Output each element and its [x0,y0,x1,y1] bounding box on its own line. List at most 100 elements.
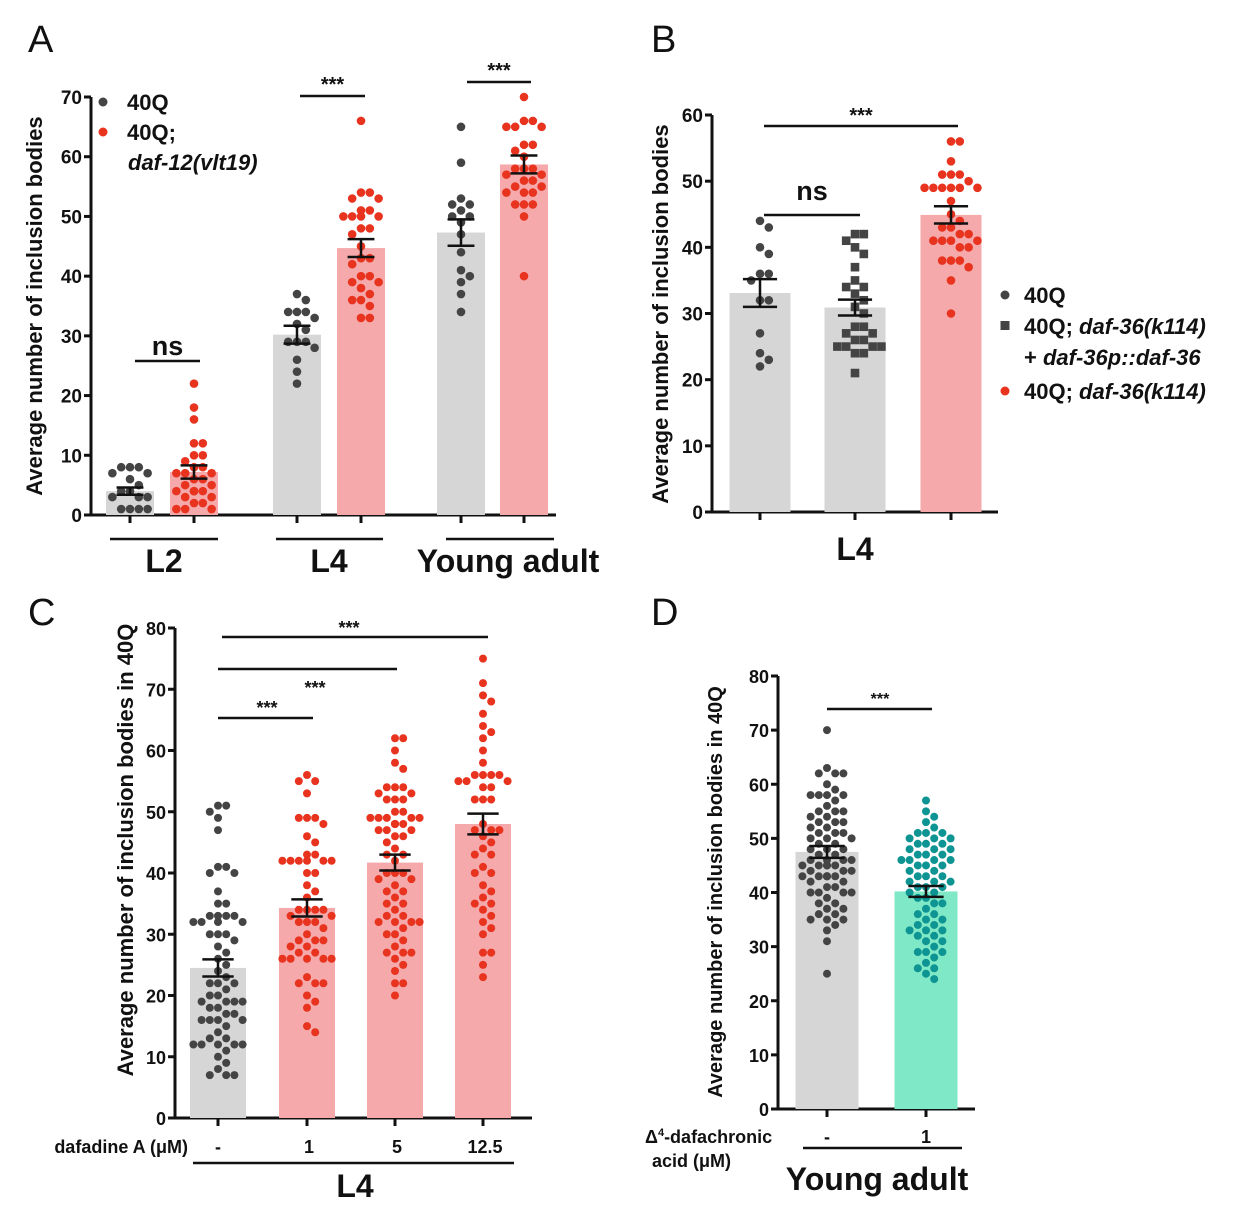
panel-a-point [347,277,357,287]
panel-c-point [374,813,383,822]
panel-d-point [905,834,914,843]
panel-a-group-label: Young adult [417,543,600,579]
panel-c-point [479,679,487,688]
panel-c-point [382,813,391,822]
panel-c-point [391,795,399,804]
panel-b-legend-marker-rescue [1000,321,1010,330]
panel-c-point [214,918,222,926]
panel-c-point [399,783,408,792]
panel-d-point [806,812,815,821]
panel-c-point [311,918,320,926]
panel-c-point [319,924,328,933]
panel-c-x-tick-label: 12.5 [467,1137,502,1157]
panel-d-point [806,823,815,832]
panel-d-y-tick-label: 60 [749,775,769,795]
panel-a-point [125,474,135,484]
panel-c-point [487,795,496,804]
panel-c-point [294,948,303,957]
panel-a-point [528,176,538,185]
panel-a-point [116,486,126,496]
panel-c-point [479,746,487,755]
panel-d-point [938,872,947,881]
panel-c-point [303,991,311,1000]
panel-b-point [946,309,956,318]
panel-a-point [189,403,199,412]
panel-a-point [301,325,311,335]
panel-b-point [755,348,765,358]
panel-c-point [503,777,512,786]
panel-d-point [938,850,947,859]
panel-b-bar [729,292,791,512]
panel-b-y-tick-label: 0 [692,503,703,524]
panel-c-point [230,936,239,945]
panel-b-point [973,236,982,246]
panel-c-point [214,942,222,951]
panel-d-point [839,791,848,800]
panel-b-point [764,249,774,259]
panel-b-point [955,243,965,252]
panel-a-point [374,277,383,287]
panel-c-point [327,911,336,920]
panel-d-point [897,856,906,865]
panel-c-point [391,991,399,1000]
panel-d-x-tick-label: 1 [921,1127,931,1147]
panel-a-point [356,224,366,233]
panel-c-point [311,948,320,957]
panel-d-point [823,893,831,902]
panel-b-point [850,276,860,285]
panel-d-point [831,861,840,870]
panel-c-treatment-label: dafadine A (μM) [54,1137,188,1157]
panel-c-y-tick-label: 80 [146,619,166,639]
panel-c-point [222,948,231,957]
panel-c-point [487,869,496,877]
panel-c-point [382,899,391,908]
panel-c-point [479,881,487,890]
panel-d-point [823,780,831,789]
panel-d-point [930,866,939,875]
panel-c-point [197,1016,206,1024]
panel-c-point [391,734,399,743]
panel-b-point [746,276,756,285]
panel-d-point [930,942,939,951]
panel-c-point [214,911,222,920]
panel-c-point [407,826,416,835]
panel-c-point [319,905,328,914]
panel-c-y-tick-label: 60 [146,742,166,762]
panel-b-legend-marker-mutant [1000,386,1010,396]
panel-c-x-tick-label: - [215,1137,221,1157]
panel-b-group-label: L4 [836,531,874,567]
panel-d-point [922,818,930,827]
panel-c-point [230,1009,239,1018]
panel-c-point [487,783,496,792]
panel-b-point [937,170,947,179]
panel-d-point [847,866,856,875]
panel-a-significance-label: *** [487,60,511,82]
panel-d-point [831,785,840,794]
panel-c-point [214,1065,222,1073]
panel-c-point [391,881,399,890]
panel-d-point [814,791,823,800]
panel-b-y-tick-label: 30 [682,305,703,326]
panel-a-chart: 0 10 20 30 40 50 60 70 L2 L4 Young adult ns *** *** Av… [22,60,600,579]
panel-a-point [143,492,152,502]
panel-c-point [197,997,206,1006]
panel-c-point [399,734,408,743]
panel-a-point [283,307,293,317]
panel-c-point [230,979,239,988]
panel-c-significance-label: *** [256,698,277,718]
panel-c-point [479,973,487,982]
panel-d-point [806,877,815,886]
panel-a-point [180,456,190,466]
panel-d-point [913,872,922,881]
panel-d-point [930,877,939,886]
panel-c-point [303,771,311,779]
panel-letter-d: D [651,592,678,634]
panel-c-point [303,856,311,865]
panel-c-point [286,954,295,963]
panel-d-point [938,839,947,848]
panel-a-bar [273,334,321,515]
panel-c-point [311,813,320,822]
panel-d-point [814,899,823,908]
panel-d-point [930,888,939,897]
panel-c-point [391,942,399,951]
